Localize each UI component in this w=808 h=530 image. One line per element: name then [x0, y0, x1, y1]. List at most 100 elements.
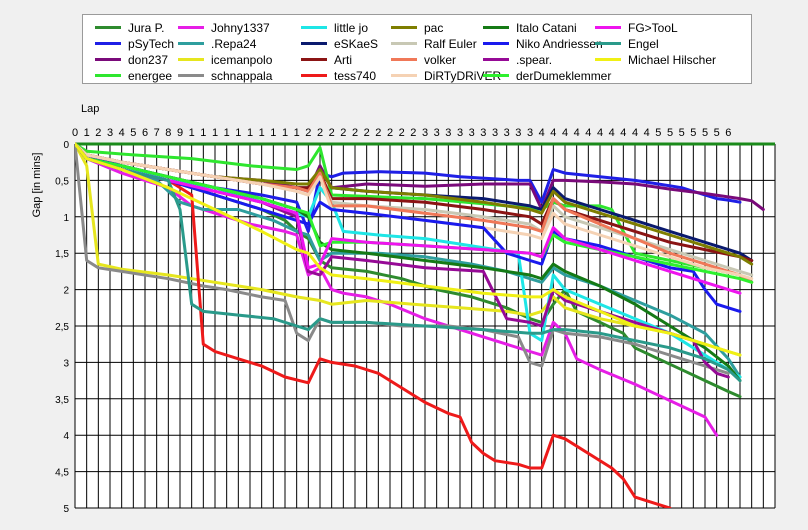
legend-item: Niko Andriessen [483, 37, 603, 51]
legend-label: Niko Andriessen [516, 37, 603, 51]
legend-label: DiRTyDRiVER [424, 69, 502, 83]
x-tick-label: 2 [399, 127, 405, 139]
legend-label: pSyTech [128, 37, 175, 51]
x-tick-label: 3 [504, 127, 510, 139]
legend-label: Engel [628, 37, 659, 51]
legend-item: Engel [595, 37, 659, 51]
legend-item: derDumeklemmer [483, 69, 611, 83]
legend-swatch [483, 42, 509, 46]
legend-swatch [483, 26, 509, 30]
legend-item: eSKaeS [301, 37, 378, 51]
x-tick-label: 3 [445, 127, 451, 139]
legend-swatch [391, 58, 417, 62]
legend-label: Ralf Euler [424, 37, 477, 51]
legend-item: FG>TooL [595, 21, 678, 35]
legend-swatch [95, 26, 121, 30]
legend-swatch [301, 58, 327, 62]
series-line-20 [75, 142, 742, 295]
x-tick-label: 3 [515, 127, 521, 139]
series-line-22 [75, 142, 742, 357]
legend-label: icemanpolo [211, 53, 273, 67]
x-tick-label: 5 [667, 127, 673, 139]
x-tick-label: 6 [142, 127, 148, 139]
legend-item: volker [391, 53, 456, 67]
x-tick-label: 3 [457, 127, 463, 139]
x-tick-label: 1 [189, 127, 195, 139]
legend-item: .Repa24 [178, 37, 256, 51]
legend-swatch [95, 58, 121, 62]
legend-item: tess740 [301, 69, 376, 83]
legend-swatch [595, 58, 621, 62]
y-tick-label: 3,5 [55, 395, 69, 406]
legend-item: icemanpolo [178, 53, 272, 67]
x-tick-label: 6 [725, 127, 731, 139]
series-line-11 [75, 142, 672, 508]
series-line-1 [75, 142, 742, 233]
x-tick-label: 1 [224, 127, 230, 139]
legend-swatch [178, 42, 204, 46]
legend-swatch [595, 42, 621, 46]
x-tick-label: 3 [492, 127, 498, 139]
legend-label: derDumeklemmer [516, 69, 612, 83]
x-tick-label: 1 [212, 127, 218, 139]
x-tick-label: 5 [702, 127, 708, 139]
x-tick-label: 4 [597, 127, 603, 139]
x-tick-label: 4 [574, 127, 580, 139]
x-tick-label: 3 [422, 127, 428, 139]
y-tick-label: 2 [63, 286, 69, 297]
x-tick-label: 4 [632, 127, 638, 139]
x-tick-label: 1 [84, 127, 90, 139]
legend-item: Johny1337 [178, 21, 270, 35]
legend-label: volker [424, 53, 457, 67]
x-tick-label: 4 [620, 127, 626, 139]
legend-item: energee [95, 69, 172, 83]
legend-swatch [95, 74, 121, 78]
y-tick-label: 0,5 [55, 176, 69, 187]
x-tick-label: 2 [95, 127, 101, 139]
legend-label: .Repa24 [211, 37, 257, 51]
legend-swatch [301, 74, 327, 78]
x-tick-label: 1 [247, 127, 253, 139]
x-tick-label: 3 [527, 127, 533, 139]
x-tick-label: 1 [294, 127, 300, 139]
y-tick-label: 2,5 [55, 322, 69, 333]
x-tick-label: 5 [679, 127, 685, 139]
x-tick-label: 5 [714, 127, 720, 139]
x-tick-label: 4 [562, 127, 568, 139]
legend-label: tess740 [334, 69, 377, 83]
x-tick-label: 2 [317, 127, 323, 139]
legend-item: pac [391, 21, 443, 35]
x-tick-label: 4 [550, 127, 556, 139]
y-tick-label: 1,5 [55, 249, 69, 260]
legend-label: Arti [334, 53, 352, 67]
legend-label: pac [424, 21, 444, 35]
y-tick-label: 0 [63, 140, 69, 151]
legend-label: don237 [128, 53, 169, 67]
x-tick-label: 1 [259, 127, 265, 139]
x-tick-label: 9 [177, 127, 183, 139]
legend-swatch [178, 26, 204, 30]
legend-swatch [391, 42, 417, 46]
legend-swatch [483, 58, 509, 62]
y-tick-label: 3 [63, 358, 69, 369]
x-tick-label: 2 [305, 127, 311, 139]
legend-item: Jura P. [95, 21, 164, 35]
series-line-21 [75, 142, 742, 383]
legend-item: pSyTech [95, 37, 174, 51]
x-tick-label: 2 [410, 127, 416, 139]
legend-item: .spear. [483, 53, 552, 67]
x-tick-label: 5 [655, 127, 661, 139]
y-axis-title: Gap [in mins] [31, 153, 43, 218]
legend-label: eSKaeS [334, 37, 379, 51]
series-line-5 [75, 142, 742, 379]
legend-swatch [595, 26, 621, 30]
legend-item: little jo [301, 21, 368, 35]
x-tick-label: 4 [609, 127, 615, 139]
legend-label: Johny1337 [211, 21, 270, 35]
legend-item: Ralf Euler [391, 37, 477, 51]
legend-label: Jura P. [128, 21, 165, 35]
x-tick-label: 2 [340, 127, 346, 139]
legend-swatch [483, 74, 509, 78]
legend: Jura P. pSyTech don237 energee Johny1337 .Rep… [82, 14, 752, 84]
